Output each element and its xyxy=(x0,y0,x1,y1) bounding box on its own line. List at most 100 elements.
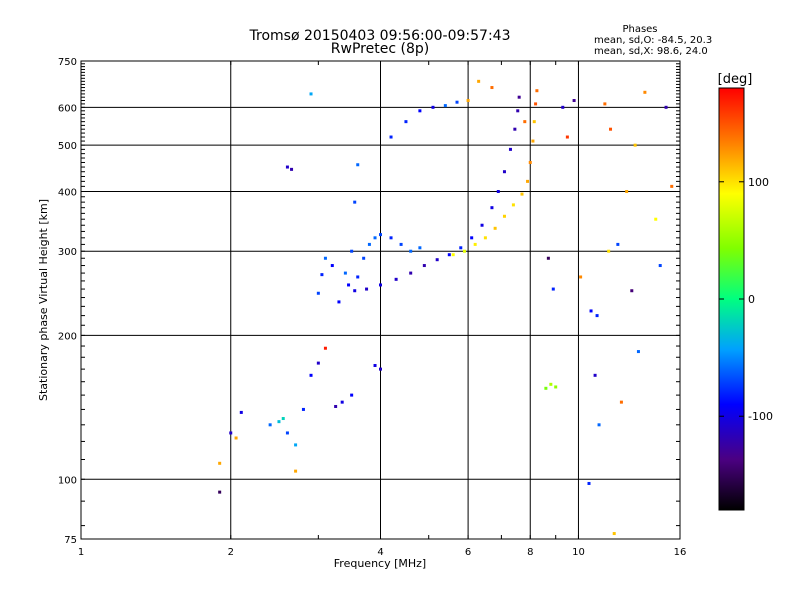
data-point xyxy=(431,105,435,109)
data-point xyxy=(572,99,576,103)
data-point xyxy=(323,256,327,260)
data-point xyxy=(516,109,520,113)
y-tick-label: 75 xyxy=(64,535,77,546)
y-axis-label: Stationary phase Virtual Height [km] xyxy=(37,199,50,401)
data-point xyxy=(373,236,377,240)
data-point xyxy=(301,407,305,411)
y-tick-label: 100 xyxy=(58,475,77,486)
data-point xyxy=(347,283,351,287)
data-point xyxy=(490,86,494,90)
data-point xyxy=(409,271,413,275)
data-point xyxy=(343,271,347,275)
data-point xyxy=(603,102,607,106)
colorbar-tick-label: 100 xyxy=(748,176,769,189)
data-point xyxy=(589,309,593,313)
data-point xyxy=(612,532,616,536)
data-point xyxy=(607,249,611,253)
data-point xyxy=(394,277,398,281)
x-tick-label: 4 xyxy=(377,547,383,558)
x-tick-label: 1 xyxy=(78,547,84,558)
legend-line-o: mean, sd,O: -84.5, 20.3 xyxy=(594,35,712,46)
data-point xyxy=(636,350,640,354)
data-point xyxy=(268,423,272,427)
data-point xyxy=(546,256,550,260)
colorbar-tick-label: 0 xyxy=(748,293,755,306)
data-point xyxy=(379,233,382,237)
data-point xyxy=(616,242,620,246)
data-point xyxy=(534,102,538,106)
data-point xyxy=(561,105,565,109)
data-point xyxy=(513,127,517,131)
data-point xyxy=(409,249,413,253)
data-point xyxy=(477,79,481,83)
data-point xyxy=(496,189,500,193)
data-point xyxy=(218,461,222,465)
chart-subtitle: RwPretec (8p) xyxy=(331,41,429,57)
data-point xyxy=(517,95,521,99)
data-point xyxy=(389,236,393,240)
data-point xyxy=(389,135,393,139)
x-tick-label: 6 xyxy=(465,547,471,558)
data-point xyxy=(362,256,366,260)
data-point xyxy=(239,410,243,414)
data-point xyxy=(532,120,536,124)
data-point xyxy=(480,223,484,227)
grid-lines xyxy=(81,61,680,539)
data-point xyxy=(379,367,382,371)
y-tick-label: 200 xyxy=(58,331,77,342)
data-point xyxy=(320,273,324,277)
data-point xyxy=(502,170,506,174)
data-point xyxy=(633,143,637,147)
data-point xyxy=(535,89,539,93)
data-point xyxy=(285,165,289,169)
data-point xyxy=(422,264,426,268)
data-point xyxy=(470,236,474,240)
data-point xyxy=(379,283,382,287)
data-point xyxy=(451,253,455,257)
y-axis: 75 100 200 300 400 500 600 750 xyxy=(58,57,680,546)
colorbar-label: [deg] xyxy=(718,72,753,87)
data-point xyxy=(353,200,357,204)
data-point xyxy=(531,139,535,143)
data-point xyxy=(316,361,320,365)
x-axis-label: Frequency [MHz] xyxy=(334,557,426,570)
x-tick-label: 10 xyxy=(572,547,585,558)
data-point xyxy=(294,469,298,473)
data-point xyxy=(447,253,451,257)
data-point xyxy=(337,300,341,304)
data-point xyxy=(526,179,530,183)
data-point xyxy=(630,289,634,293)
data-point xyxy=(587,481,591,485)
x-tick-label: 16 xyxy=(674,547,687,558)
data-point xyxy=(643,90,647,94)
data-point xyxy=(565,135,569,139)
data-point xyxy=(285,431,289,435)
data-point xyxy=(443,104,447,108)
data-point xyxy=(483,236,487,240)
data-point xyxy=(528,160,532,164)
data-point xyxy=(502,214,506,218)
chart-title: Tromsø 20150403 09:56:00-09:57:43 xyxy=(249,28,511,44)
data-point xyxy=(625,189,629,193)
legend-title: Phases xyxy=(622,24,657,35)
colorbar-ticks: 100 0 -100 xyxy=(719,176,773,423)
data-point xyxy=(511,203,515,207)
data-point xyxy=(350,249,354,253)
data-point xyxy=(473,242,477,246)
data-point xyxy=(373,363,377,367)
x-axis: 1 2 4 6 8 10 16 xyxy=(78,61,687,558)
data-point xyxy=(554,385,558,389)
data-point xyxy=(493,226,497,230)
data-point xyxy=(281,417,285,421)
data-point xyxy=(609,127,613,131)
data-point xyxy=(579,275,583,279)
data-point xyxy=(654,217,658,221)
data-point xyxy=(490,206,494,210)
y-tick-label: 750 xyxy=(58,57,77,68)
data-point xyxy=(323,346,327,350)
y-tick-label: 600 xyxy=(58,103,77,114)
data-point xyxy=(658,264,662,268)
y-tick-label: 300 xyxy=(58,247,77,258)
data-point xyxy=(455,100,459,104)
data-point xyxy=(234,436,238,440)
